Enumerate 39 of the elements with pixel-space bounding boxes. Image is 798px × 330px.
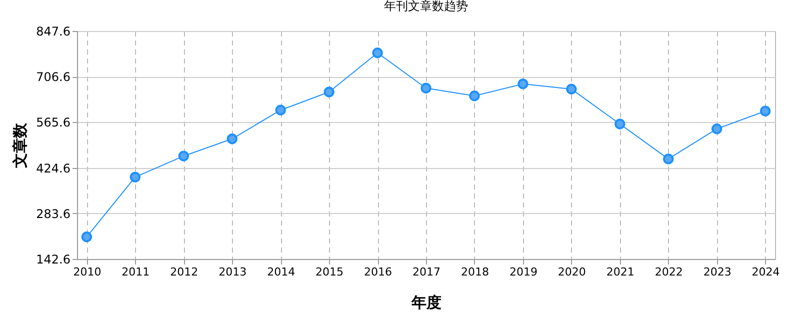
- x-tick-label: 2017: [412, 266, 440, 278]
- point: [712, 124, 722, 134]
- x-tick-label: 2021: [606, 266, 634, 278]
- point: [663, 154, 674, 164]
- point: [566, 84, 577, 94]
- chart-title: 年刊文章数趋势: [384, 0, 468, 13]
- point: [420, 82, 432, 94]
- y-tick-label: 565.6: [36, 116, 70, 130]
- x-tick-label: 2022: [654, 266, 683, 278]
- point: [518, 78, 528, 90]
- point: [614, 118, 626, 130]
- y-tick-label: 424.6: [36, 161, 70, 176]
- point: [226, 134, 238, 144]
- x-tick-label: 2016: [364, 266, 392, 278]
- point: [372, 48, 383, 58]
- x-tick-label: 2020: [558, 266, 586, 278]
- x-tick-label: 2010: [73, 266, 102, 278]
- x-axis-title: 年度: [410, 294, 442, 312]
- point: [178, 150, 189, 162]
- y-tick-label: 283.6: [36, 206, 70, 221]
- point: [469, 90, 480, 102]
- x-tick-label: 2013: [218, 266, 247, 278]
- point: [130, 172, 140, 182]
- x-tick-label: 2014: [267, 266, 296, 278]
- y-tick-label: 847.6: [36, 24, 70, 38]
- x-tick-label: 2024: [752, 266, 780, 278]
- x-tick-label: 2012: [170, 266, 198, 278]
- x-tick-label: 2011: [122, 266, 150, 278]
- x-tick-label: 2015: [316, 266, 344, 278]
- point: [81, 232, 92, 242]
- x-tick-label: 2018: [460, 266, 489, 278]
- x-tick-label: 2023: [703, 266, 732, 278]
- x-tick-label: 2019: [509, 266, 538, 278]
- y-axis-title: 文章数: [11, 122, 30, 169]
- y-tick-label: 142.6: [36, 252, 70, 266]
- point: [760, 106, 771, 116]
- point: [324, 86, 334, 98]
- point: [275, 104, 286, 116]
- y-tick-label: 706.6: [36, 70, 70, 84]
